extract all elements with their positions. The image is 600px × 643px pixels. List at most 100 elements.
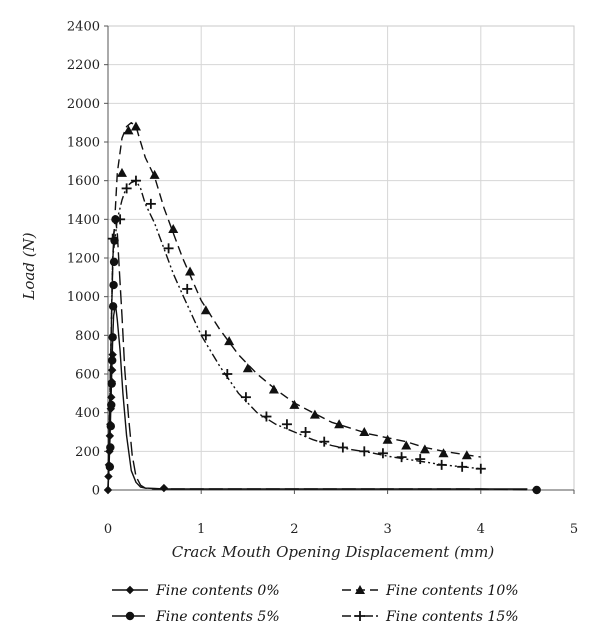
data-point xyxy=(163,243,174,254)
data-point xyxy=(109,280,118,290)
y-tick-label: 2400 xyxy=(67,20,100,35)
x-tick-label: 3 xyxy=(383,522,391,537)
x-tick-label: 5 xyxy=(570,522,578,537)
data-point xyxy=(222,369,233,379)
data-point xyxy=(382,434,393,444)
legend-marker xyxy=(125,611,135,621)
data-point xyxy=(419,444,430,454)
data-point xyxy=(261,411,272,422)
y-tick-label: 2000 xyxy=(67,97,100,112)
data-point xyxy=(461,450,472,460)
data-point xyxy=(105,462,115,471)
data-point xyxy=(300,427,311,437)
data-point xyxy=(123,125,134,135)
legend: Fine contents 0% Fine contents 5% Fine con… xyxy=(112,583,519,625)
series-line xyxy=(107,179,481,491)
y-tick-label: 800 xyxy=(75,329,100,344)
legend-item: Fine contents 0% xyxy=(112,583,280,599)
legend-label: Fine contents 15% xyxy=(385,609,519,625)
data-point xyxy=(337,442,348,453)
data-point xyxy=(130,175,141,186)
data-point xyxy=(145,198,156,209)
data-point xyxy=(182,283,193,294)
y-tick-label: 600 xyxy=(75,368,100,383)
data-point xyxy=(107,400,116,410)
data-point xyxy=(200,305,211,315)
data-point xyxy=(268,384,279,394)
legend-label: Fine contents 10% xyxy=(385,583,519,599)
y-tick-label: 2200 xyxy=(67,58,100,73)
data-point xyxy=(106,443,115,452)
data-point xyxy=(107,233,118,244)
legend-label: Fine contents 0% xyxy=(155,583,280,599)
data-point xyxy=(289,399,300,409)
data-point xyxy=(107,356,117,365)
data-point xyxy=(224,336,235,346)
data-point xyxy=(309,409,320,419)
x-axis-title: Crack Mouth Opening Displacement (mm) xyxy=(172,543,495,561)
data-point xyxy=(396,452,407,463)
data-point xyxy=(107,379,116,388)
series-layer xyxy=(103,121,541,495)
data-point xyxy=(149,169,160,179)
data-point xyxy=(334,419,345,429)
y-tick-label: 0 xyxy=(92,484,100,499)
y-tick-label: 1600 xyxy=(67,174,100,189)
data-point xyxy=(359,446,370,457)
y-tick-label: 1400 xyxy=(67,213,100,228)
legend-item: Fine contents 5% xyxy=(112,609,280,625)
data-point xyxy=(377,448,388,459)
data-point xyxy=(106,422,115,431)
data-point xyxy=(109,257,119,267)
data-point xyxy=(401,440,412,450)
data-point xyxy=(105,431,115,441)
legend-item: Fine contents 10% xyxy=(342,583,519,599)
data-point xyxy=(457,461,468,472)
data-point xyxy=(242,363,253,373)
legend-label: Fine contents 5% xyxy=(155,609,280,625)
series-line xyxy=(107,218,537,491)
y-axis-title: Load (N) xyxy=(20,232,38,300)
data-point xyxy=(108,302,118,311)
data-point xyxy=(475,463,486,474)
series-3 xyxy=(107,175,486,491)
data-point xyxy=(436,459,447,470)
data-point xyxy=(159,483,169,493)
data-point xyxy=(185,266,196,276)
data-point xyxy=(438,448,449,458)
legend-item: Fine contents 15% xyxy=(342,609,519,625)
axes: 0 200 400 600 800 1000 1200 1400 1600 1800 2000 220… xyxy=(67,20,578,538)
data-point xyxy=(281,419,292,430)
data-point xyxy=(532,485,541,495)
grid xyxy=(107,25,575,491)
legend-marker xyxy=(355,585,365,594)
x-tick-label: 1 xyxy=(197,522,205,537)
x-tick-label: 2 xyxy=(290,522,298,537)
data-point xyxy=(168,224,179,233)
y-tick-label: 1800 xyxy=(67,136,100,151)
series-1 xyxy=(105,215,541,495)
y-tick-label: 400 xyxy=(75,406,100,421)
series-line xyxy=(107,303,528,491)
data-point xyxy=(116,167,127,177)
y-tick-label: 1200 xyxy=(67,252,100,267)
data-point xyxy=(121,183,132,194)
data-point xyxy=(240,392,251,403)
x-tick-label: 4 xyxy=(477,522,485,537)
series-line xyxy=(107,121,481,491)
data-point xyxy=(319,436,330,447)
data-point xyxy=(200,330,211,341)
data-point xyxy=(359,427,370,436)
series-0 xyxy=(103,303,528,495)
legend-marker xyxy=(355,611,365,621)
y-tick-label: 200 xyxy=(75,445,100,460)
data-point xyxy=(108,333,117,342)
data-point xyxy=(415,454,426,465)
y-tick-label: 1000 xyxy=(67,290,100,305)
data-point xyxy=(115,214,126,225)
x-tick-label: 0 xyxy=(104,522,112,537)
data-point xyxy=(130,121,141,131)
legend-marker xyxy=(125,585,135,595)
series-2 xyxy=(107,121,481,491)
